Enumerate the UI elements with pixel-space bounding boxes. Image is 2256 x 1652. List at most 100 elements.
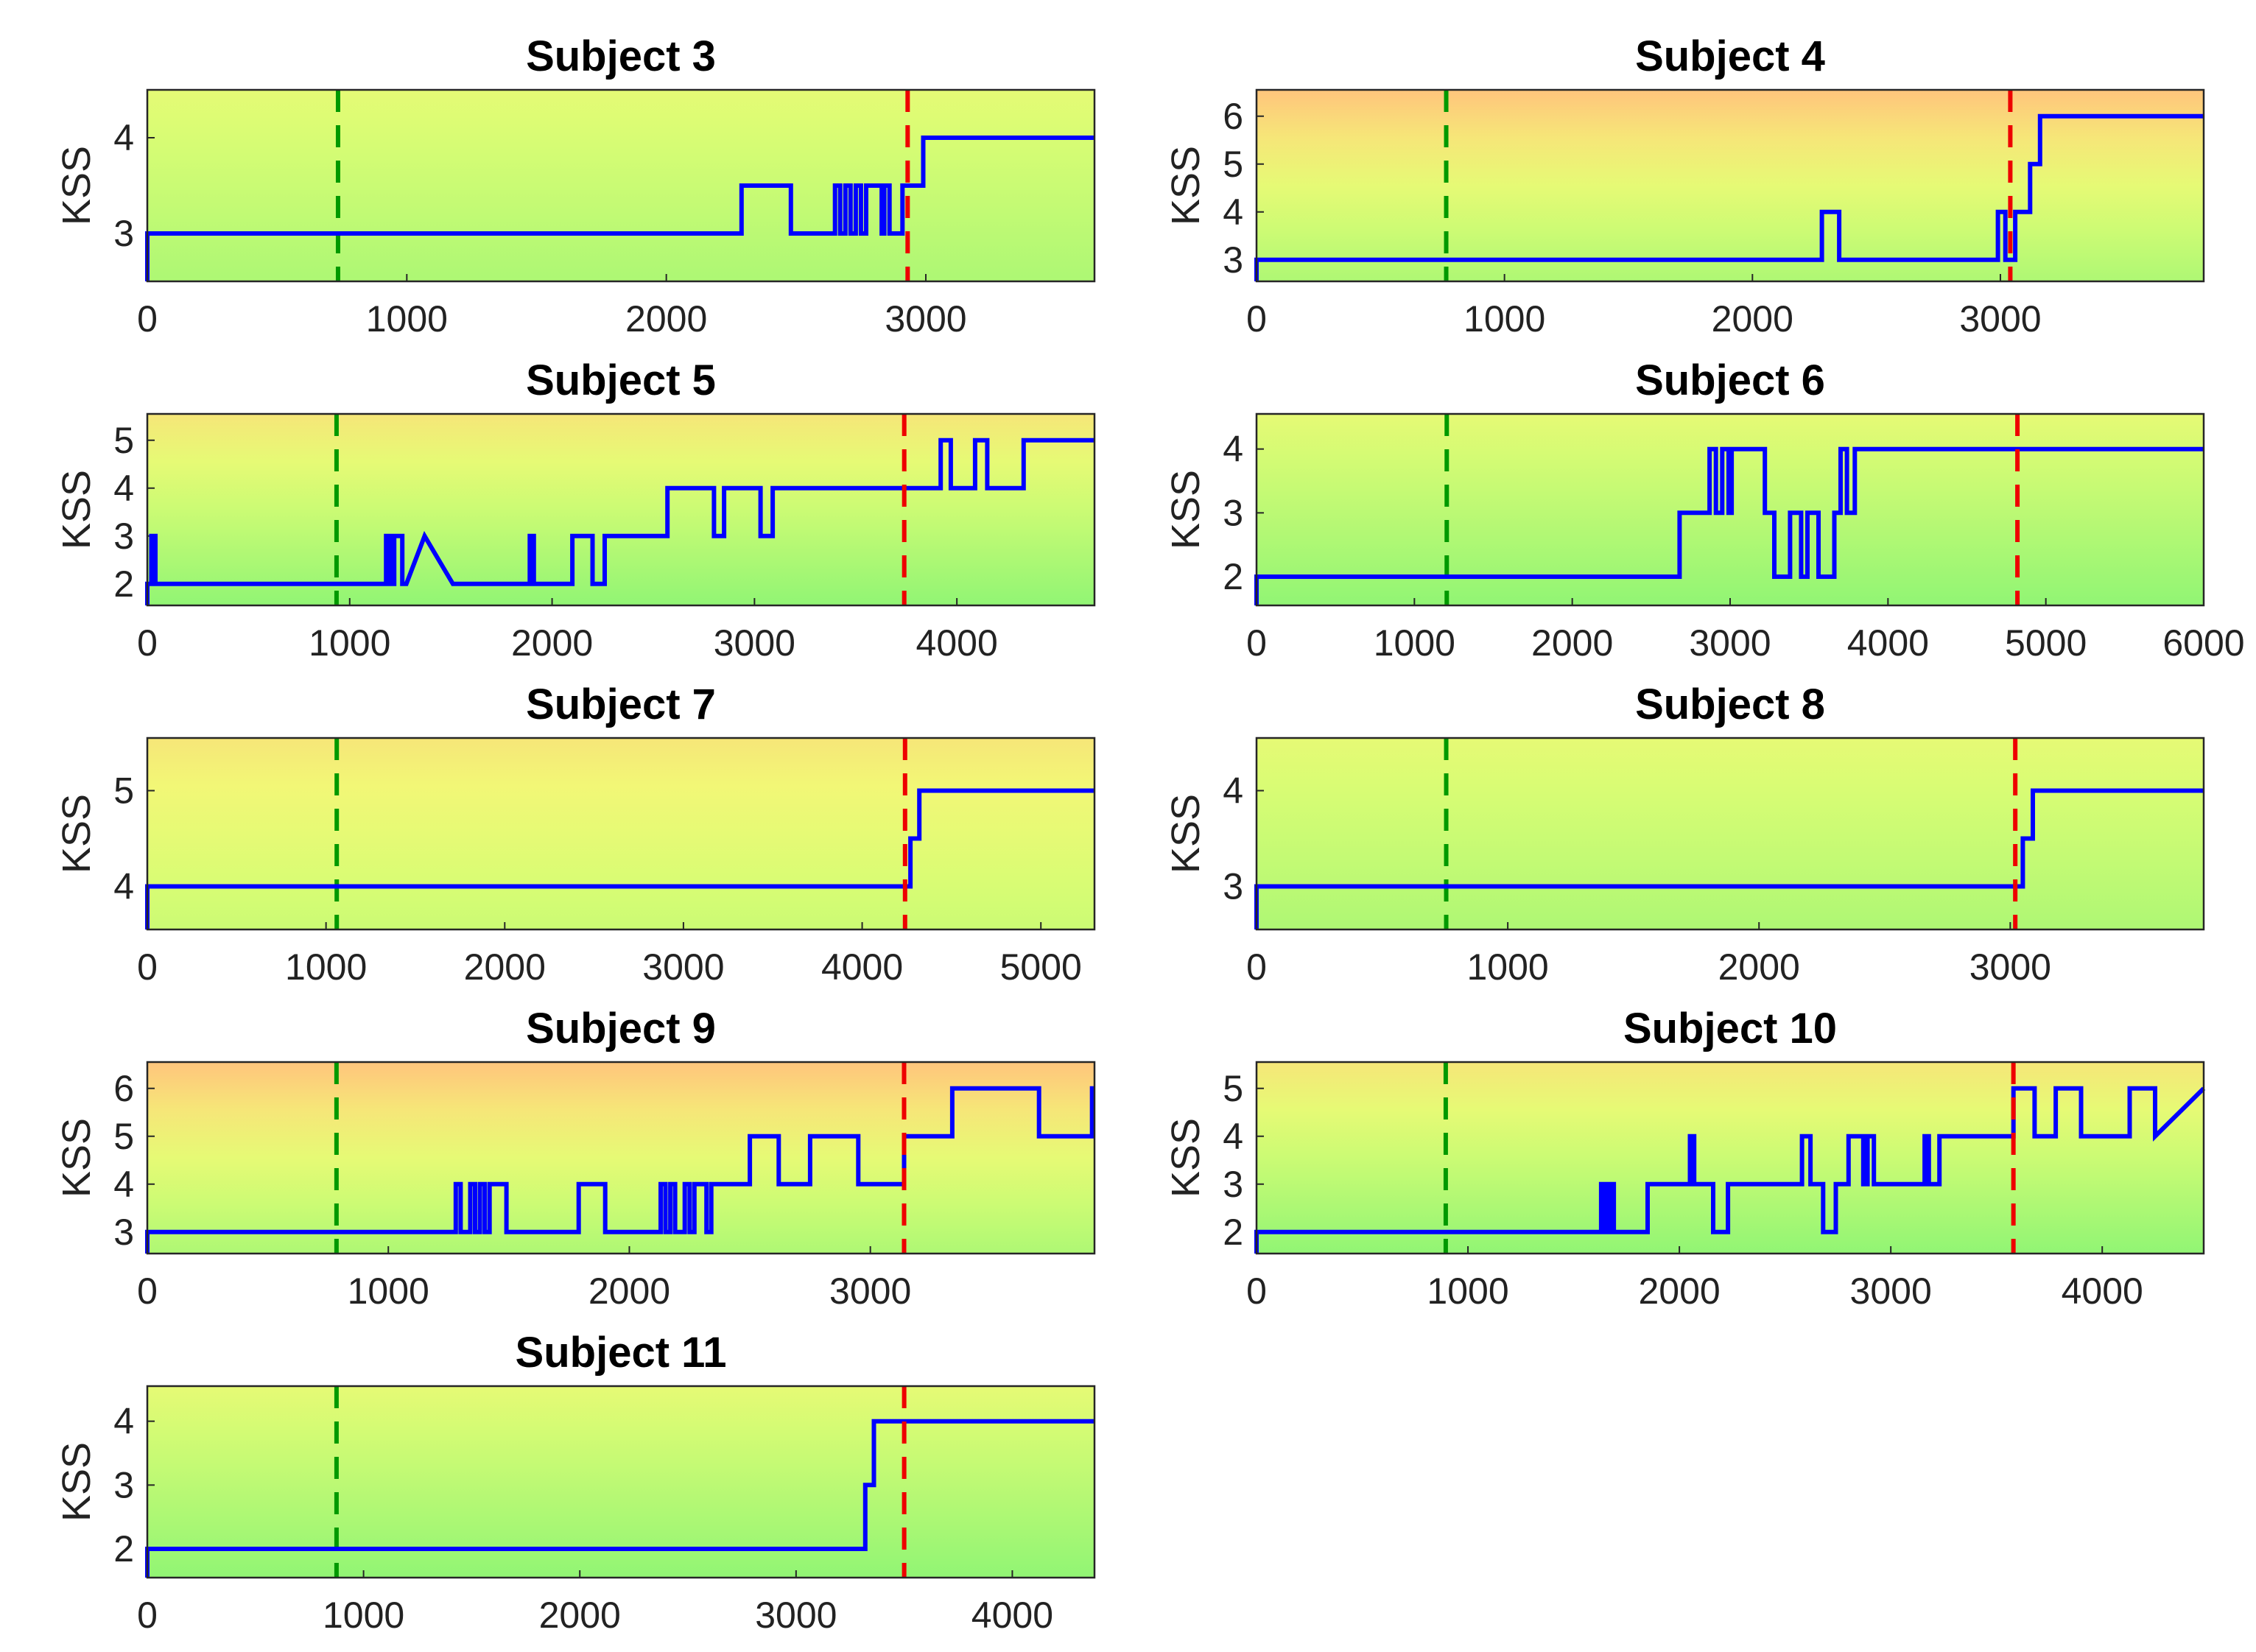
y-tick-label: 3	[1223, 239, 1243, 281]
plot-frame	[1255, 737, 2205, 931]
subplot-title: Subject 11	[516, 1329, 727, 1377]
subplot-8: Subject 10 KSS 0 1000 2000 3000 4000 2 3 4 5	[1164, 1005, 2206, 1312]
x-tick-label: 1000	[1466, 946, 1548, 988]
y-tick-label: 4	[113, 117, 134, 158]
plot-frame	[1255, 88, 2205, 283]
subplot-title: Subject 4	[1635, 32, 1825, 80]
x-tick-label: 2000	[464, 946, 546, 988]
y-axis-label: KSS	[1164, 794, 1208, 874]
kss-series-line	[145, 437, 1094, 605]
y-tick-label: 5	[113, 770, 134, 812]
x-tick-label: 0	[137, 1595, 158, 1636]
subplot-title: Subject 6	[1635, 356, 1825, 404]
plot-frame	[146, 412, 1096, 607]
y-tick-label: 4	[113, 468, 134, 509]
y-tick-label: 4	[113, 1401, 134, 1442]
x-tick-label: 6000	[2162, 622, 2244, 664]
x-tick-label: 1000	[1427, 1270, 1508, 1312]
x-tick-label: 2000	[625, 298, 707, 340]
x-tick-label: 0	[1246, 622, 1267, 664]
y-tick-label: 6	[113, 1068, 134, 1109]
x-tick-label: 4000	[1847, 622, 1929, 664]
x-tick-label: 2000	[588, 1270, 670, 1312]
y-tick-label: 3	[113, 1464, 134, 1505]
x-tick-label: 3000	[642, 946, 724, 988]
y-axis-label: KSS	[55, 1442, 99, 1522]
x-tick-label: 2000	[1531, 622, 1613, 664]
subplot-title: Subject 8	[1635, 681, 1825, 728]
kss-series-line	[1254, 113, 2204, 281]
y-tick-label: 4	[1223, 191, 1243, 233]
x-tick-label: 4000	[2062, 1270, 2143, 1312]
kss-series-line	[145, 136, 1094, 281]
plot-background	[1257, 738, 2204, 929]
plot-background	[1257, 90, 2204, 281]
x-tick-label: 3000	[885, 298, 966, 340]
plot-frame	[1255, 412, 2205, 607]
x-tick-label: 0	[1246, 1270, 1267, 1312]
x-tick-label: 1000	[285, 946, 367, 988]
plot-background	[147, 1062, 1094, 1254]
subplot-title: Subject 7	[526, 681, 716, 728]
subplot-2: Subject 4 KSS 0 1000 2000 3000 3 4 5 6	[1164, 32, 2205, 340]
x-tick-label: 2000	[1712, 298, 1793, 340]
x-tick-label: 3000	[1689, 622, 1771, 664]
plot-background	[147, 1386, 1094, 1578]
y-axis-label: KSS	[55, 1118, 99, 1198]
subplot-5: Subject 7 KSS 0 1000 2000 3000 4000 5000 4 5	[55, 681, 1096, 988]
x-tick-label: 2000	[1718, 946, 1800, 988]
subplot-title: Subject 3	[526, 32, 716, 80]
x-tick-label: 5000	[1000, 946, 1082, 988]
x-tick-label: 1000	[309, 622, 390, 664]
x-tick-label: 3000	[1959, 298, 2041, 340]
x-tick-label: 5000	[2005, 622, 2087, 664]
subplot-4: Subject 6 KSS 0 1000 2000 3000 4000 5000 6000 2 3 4	[1164, 356, 2245, 664]
y-tick-label: 3	[113, 516, 134, 557]
x-tick-label: 3000	[1850, 1270, 1932, 1312]
y-tick-label: 4	[1223, 770, 1243, 812]
y-axis-label: KSS	[55, 794, 99, 874]
subplot-6: Subject 8 KSS 0 1000 2000 3000 3 4	[1164, 681, 2205, 988]
plot-background	[147, 414, 1094, 605]
y-tick-label: 2	[113, 1528, 134, 1570]
kss-series-line	[1254, 446, 2204, 605]
x-tick-label: 3000	[1969, 946, 2051, 988]
x-tick-label: 1000	[348, 1270, 429, 1312]
y-tick-label: 3	[1223, 1164, 1243, 1205]
y-tick-label: 5	[113, 1116, 134, 1157]
y-tick-label: 3	[113, 1212, 134, 1253]
plot-background	[147, 738, 1094, 929]
subplot-1: Subject 3 KSS 0 1000 2000 3000 3 4	[55, 32, 1096, 340]
x-tick-label: 3000	[755, 1595, 837, 1636]
subplot-title: Subject 5	[526, 356, 716, 404]
y-tick-label: 2	[1223, 556, 1243, 597]
x-tick-label: 3000	[714, 622, 795, 664]
y-tick-label: 5	[113, 420, 134, 461]
subplot-title: Subject 9	[526, 1005, 716, 1052]
subplot-title: Subject 10	[1623, 1005, 1837, 1052]
y-axis-label: KSS	[55, 470, 99, 549]
subplot-9: Subject 11 KSS 0 1000 2000 3000 4000 2 3 4	[55, 1329, 1096, 1636]
x-tick-label: 4000	[916, 622, 998, 664]
x-tick-label: 2000	[1638, 1270, 1720, 1312]
plot-frame	[146, 1061, 1096, 1255]
x-tick-label: 4000	[821, 946, 903, 988]
kss-series-line	[1254, 1086, 2206, 1254]
x-tick-label: 1000	[1374, 622, 1455, 664]
x-tick-label: 0	[1246, 298, 1267, 340]
x-tick-label: 3000	[829, 1270, 911, 1312]
y-tick-label: 2	[1223, 1212, 1243, 1253]
y-tick-label: 4	[1223, 1116, 1243, 1157]
plot-background	[147, 90, 1094, 281]
x-tick-label: 1000	[1463, 298, 1545, 340]
x-tick-label: 1000	[366, 298, 448, 340]
y-axis-label: KSS	[1164, 470, 1208, 549]
plot-frame	[1255, 1061, 2205, 1255]
y-tick-label: 2	[113, 563, 134, 605]
plot-frame	[146, 737, 1096, 931]
x-tick-label: 0	[1246, 946, 1267, 988]
y-tick-label: 3	[113, 213, 134, 254]
y-tick-label: 5	[1223, 144, 1243, 185]
